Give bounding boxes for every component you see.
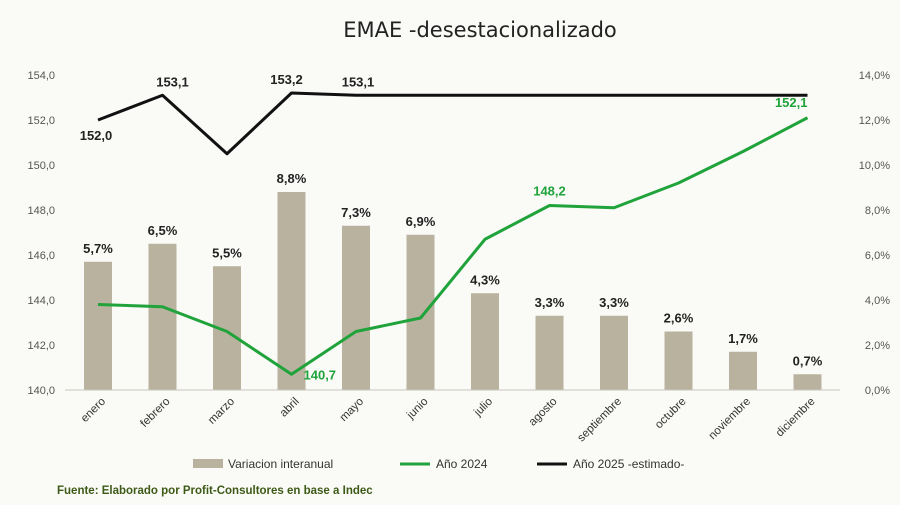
category-label-noviembre: noviembre	[707, 396, 753, 442]
category-label-marzo: marzo	[206, 396, 237, 427]
left-axis: 140,0 142,0 144,0 146,0 148,0 150,0 152,0 154,0	[27, 70, 55, 397]
legend-label-2024: Año 2024	[436, 457, 488, 471]
bar-value-label: 6,9%	[406, 214, 436, 229]
point-label-2024: 148,2	[533, 184, 566, 199]
bar-septiembre	[600, 315, 628, 390]
right-tick-label: 8,0%	[865, 205, 890, 217]
category-label-agosto: agosto	[527, 396, 560, 429]
bar-value-label: 8,8%	[277, 171, 307, 186]
left-tick-label: 142,0	[27, 340, 55, 352]
bar-noviembre	[729, 351, 757, 390]
category-label-diciembre: diciembre	[774, 396, 818, 440]
bar-diciembre	[793, 374, 822, 390]
category-label-octubre: octubre	[653, 396, 689, 432]
category-label-junio: junio	[404, 396, 430, 422]
bars-layer	[84, 192, 822, 390]
bar-enero	[84, 261, 112, 390]
x-axis-categories: enero febrero marzo abril mayo junio julio agos…	[79, 396, 818, 445]
bar-value-label: 4,3%	[470, 272, 500, 287]
category-label-febrero: febrero	[138, 396, 172, 430]
point-label-2025: 153,1	[342, 74, 375, 89]
left-tick-label: 148,0	[27, 205, 55, 217]
bar-value-label: 7,3%	[341, 205, 371, 220]
bar-abril	[277, 192, 306, 390]
bar-julio	[471, 293, 499, 390]
legend-swatch-bar	[193, 459, 223, 468]
category-label-enero: enero	[79, 396, 108, 425]
bar-octubre	[664, 331, 693, 390]
right-tick-label: 10,0%	[859, 160, 890, 172]
point-label-2025: 153,2	[270, 72, 303, 87]
bar-value-label: 5,7%	[83, 241, 113, 256]
bar-value-label: 1,7%	[728, 331, 758, 346]
category-label-julio: julio	[471, 396, 495, 420]
labels-layer: 5,7% 6,5% 5,5% 8,8% 7,3% 6,9% 4,3% 3,3% 3,3% 2,6%…	[80, 72, 823, 382]
bar-value-label: 2,6%	[664, 311, 694, 326]
legend-label-variacion: Variacion interanual	[228, 457, 333, 471]
point-label-2025: 152,0	[80, 128, 113, 143]
right-tick-label: 0,0%	[865, 385, 890, 397]
line-2024	[97, 116, 809, 376]
bar-agosto	[535, 315, 564, 390]
bar-value-label: 0,7%	[793, 353, 823, 368]
right-tick-label: 6,0%	[865, 250, 890, 262]
category-label-abril: abril	[278, 396, 302, 420]
bar-junio	[406, 234, 435, 390]
line-2025	[97, 91, 808, 156]
point-label-2024: 152,1	[775, 95, 808, 110]
bar-value-label: 6,5%	[148, 223, 178, 238]
bar-mayo	[342, 225, 370, 390]
right-axis: 0,0% 2,0% 4,0% 6,0% 8,0% 10,0% 12,0% 14,0%	[859, 70, 890, 397]
point-label-2024: 140,7	[304, 367, 337, 382]
left-tick-label: 154,0	[27, 70, 55, 82]
bar-value-label: 5,5%	[212, 245, 242, 260]
source-note: Fuente: Elaborado por Profit-Consultores…	[57, 485, 373, 497]
left-tick-label: 144,0	[27, 295, 55, 307]
category-label-septiembre: septiembre	[575, 396, 624, 445]
left-tick-label: 140,0	[27, 385, 55, 397]
lines-layer	[97, 91, 809, 376]
bar-value-label: 3,3%	[599, 295, 629, 310]
right-tick-label: 14,0%	[859, 70, 890, 82]
point-label-2025: 153,1	[156, 74, 189, 89]
left-tick-label: 150,0	[27, 160, 55, 172]
left-tick-label: 146,0	[27, 250, 55, 262]
bar-value-label: 3,3%	[535, 295, 565, 310]
chart-title: EMAE -desestacionalizado	[343, 18, 617, 42]
right-tick-label: 12,0%	[859, 115, 890, 127]
left-tick-label: 152,0	[27, 115, 55, 127]
legend: Variacion interanual Año 2024 Año 2025 -…	[193, 457, 684, 471]
legend-label-2025: Año 2025 -estimado-	[573, 457, 684, 471]
right-tick-label: 2,0%	[865, 340, 890, 352]
category-label-mayo: mayo	[338, 396, 366, 424]
bar-febrero	[148, 243, 177, 390]
right-tick-label: 4,0%	[865, 295, 890, 307]
